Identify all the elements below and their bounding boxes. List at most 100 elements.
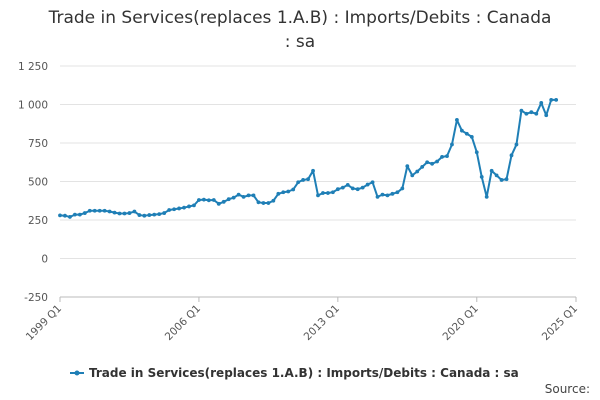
data-point [450,142,454,147]
data-point [266,201,271,205]
data-point [345,182,350,187]
data-point [445,154,449,158]
y-tick-label: -250 [24,292,48,304]
data-point [122,211,127,216]
x-tick-label: 2020 Q1 [441,303,481,343]
source-label: Source: [544,382,590,396]
data-point [554,97,559,102]
data-point [504,177,509,182]
y-tick-label: 1 000 [18,100,48,112]
data-point [435,159,439,164]
data-point [226,197,231,202]
data-point [77,212,82,217]
data-point [365,182,370,187]
data-point [474,150,479,155]
legend-point-marker [74,370,80,376]
data-point [311,168,315,173]
y-tick-label: 750 [28,138,48,150]
data-point [410,173,415,178]
legend-label: Trade in Services(replaces 1.A.B) : Impo… [89,366,519,380]
data-point [509,153,514,158]
data-point [63,213,67,218]
series-area [58,97,559,219]
data-point [72,212,77,217]
data-point [281,190,286,195]
data-point [544,113,549,118]
data-point [102,208,107,213]
data-point [529,110,534,115]
data-point [152,212,157,217]
data-point [182,205,186,210]
data-point [415,169,420,174]
data-point [301,178,306,182]
data-point [425,160,430,165]
data-point [316,193,320,198]
data-point [142,213,147,218]
y-tick-label: 0 [41,254,48,266]
data-point [380,192,385,197]
data-point [82,211,87,215]
data-point [519,108,524,113]
data-point [321,191,325,195]
y-tick-label: 500 [28,177,48,189]
data-point [206,198,211,203]
data-point [97,208,102,213]
data-point [68,215,72,219]
data-point [231,195,236,200]
data-point [127,211,132,215]
data-point [137,213,142,217]
data-point [455,118,459,122]
data-point [291,187,296,192]
data-point [405,164,410,169]
data-point [241,195,246,199]
data-point [390,191,395,196]
data-point [296,180,301,185]
x-axis: 1999 Q1 2006 Q1 2013 Q1 2020 Q1 2025 Q1 [24,296,580,343]
data-point [112,210,117,215]
data-point [494,173,499,178]
data-point [87,208,92,213]
data-point [340,185,345,190]
data-point [385,193,390,198]
data-point [360,185,365,190]
data-point [147,213,152,217]
series-line [59,98,557,218]
x-tick-label: 2025 Q1 [540,303,580,343]
data-point [534,111,539,116]
data-point [330,190,335,195]
x-tick-label: 1999 Q1 [24,303,64,343]
data-point [350,186,355,191]
data-point [479,174,484,179]
data-point [524,111,529,116]
data-point [117,211,122,216]
data-point [58,213,62,218]
data-point [430,161,435,166]
data-point [489,168,494,173]
data-point [187,204,191,209]
chart-title-line-1: Trade in Services(replaces 1.A.B) : Impo… [48,8,552,28]
data-point [459,128,464,133]
x-tick-label: 2006 Q1 [163,303,203,343]
data-point [107,209,112,214]
data-point [251,193,256,198]
data-point [286,189,291,194]
data-point [132,209,137,214]
chart-title: Trade in Services(replaces 1.A.B) : Impo… [0,6,600,54]
legend: Trade in Services(replaces 1.A.B) : Impo… [70,366,519,380]
data-point [197,198,201,202]
data-point [221,199,226,204]
data-point [514,142,519,147]
data-point [177,206,181,211]
data-point [246,193,251,198]
data-point [395,190,400,195]
data-point [192,203,196,208]
data-point [484,195,489,199]
data-point [375,195,380,199]
data-point [464,131,469,136]
data-point [306,177,310,182]
data-point [326,191,330,195]
data-point [157,212,162,217]
data-point [92,208,97,213]
data-point [499,178,504,182]
